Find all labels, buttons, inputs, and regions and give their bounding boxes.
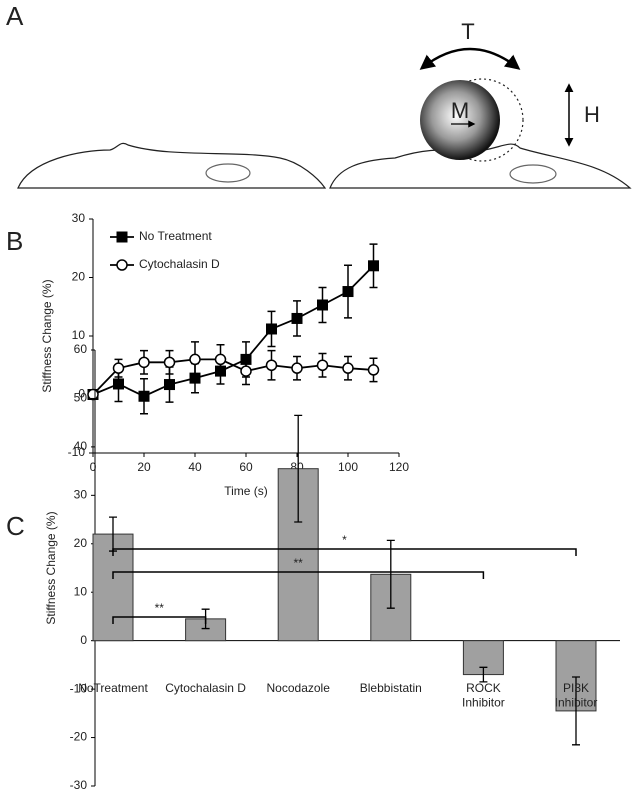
legend-marker [116, 231, 128, 243]
point [342, 362, 354, 374]
point [368, 260, 379, 272]
error-bar [386, 539, 395, 609]
y-axis-title: Stiffness Change (%) [40, 279, 54, 392]
x-tick-label: ROCK Inhibitor [462, 681, 505, 709]
error-bar [572, 676, 580, 746]
series-line [92, 358, 374, 396]
point [214, 353, 227, 366]
point [189, 353, 201, 366]
y-tick-label: 20 [72, 270, 86, 284]
y-tick-label: -10 [70, 681, 88, 695]
x-tick-label: 60 [239, 460, 253, 474]
x-tick-label: Nocodazole [267, 681, 331, 695]
x-tick-label: 100 [338, 460, 358, 474]
y-tick-label: 60 [74, 342, 88, 356]
point [113, 378, 124, 390]
point [266, 323, 277, 335]
point [138, 390, 150, 402]
y-tick-label: 0 [80, 633, 87, 647]
panel-label: B [6, 226, 23, 256]
y-tick-label: 10 [74, 584, 88, 598]
y-axis-title: Stiffness Change (%) [44, 511, 58, 624]
significance-bracket [112, 571, 485, 579]
significance-label: ** [155, 601, 165, 615]
y-tick-label: -10 [68, 445, 86, 459]
point [291, 312, 303, 324]
point [367, 364, 380, 376]
point [138, 356, 150, 369]
point [240, 365, 252, 377]
x-tick-label: Cytochalasin D [165, 681, 246, 695]
diagram-label: H [584, 102, 600, 127]
y-tick-label: 40 [74, 439, 88, 453]
y-tick-label: 10 [72, 328, 86, 342]
panel-label: A [6, 1, 24, 31]
point [342, 286, 354, 298]
y-tick-label: -20 [70, 730, 88, 744]
diagram-label: M [451, 98, 469, 123]
y-tick-label: 0 [78, 387, 85, 401]
error-bar [294, 414, 303, 523]
error-bar [479, 666, 488, 683]
significance-bracket [112, 548, 577, 556]
bar [462, 640, 504, 676]
y-tick-label: 30 [74, 488, 88, 502]
x-tick-label: 0 [90, 460, 97, 474]
x-tick-label: Blebbistatin [360, 681, 422, 695]
x-tick-label: NoTreatment [78, 681, 148, 695]
point [317, 299, 328, 311]
significance-label: * [342, 533, 347, 547]
series-line [92, 265, 375, 398]
y-tick-label: 20 [74, 536, 88, 550]
y-tick-label: -30 [70, 778, 88, 792]
point [316, 359, 329, 371]
point [291, 362, 303, 374]
panel-label: C [6, 511, 25, 541]
legend-label: Cytochalasin D [139, 257, 220, 271]
diagram-label: T [461, 19, 474, 44]
significance-label: ** [294, 556, 304, 570]
point [265, 359, 278, 371]
x-axis-title: Time (s) [224, 484, 268, 498]
point [163, 356, 176, 369]
y-tick-label: 50 [74, 391, 88, 405]
legend-label: No Treatment [139, 229, 212, 243]
y-tick-label: 30 [72, 211, 86, 225]
x-tick-label: PI3K Inhibitor [555, 681, 598, 709]
legend-marker [116, 259, 128, 271]
cell-diagram [17, 47, 632, 189]
significance-bracket [112, 616, 207, 624]
x-tick-label: 120 [389, 460, 409, 474]
x-tick-label: 40 [188, 460, 202, 474]
x-tick-label: 20 [137, 460, 151, 474]
point [164, 379, 175, 391]
point [112, 362, 125, 374]
